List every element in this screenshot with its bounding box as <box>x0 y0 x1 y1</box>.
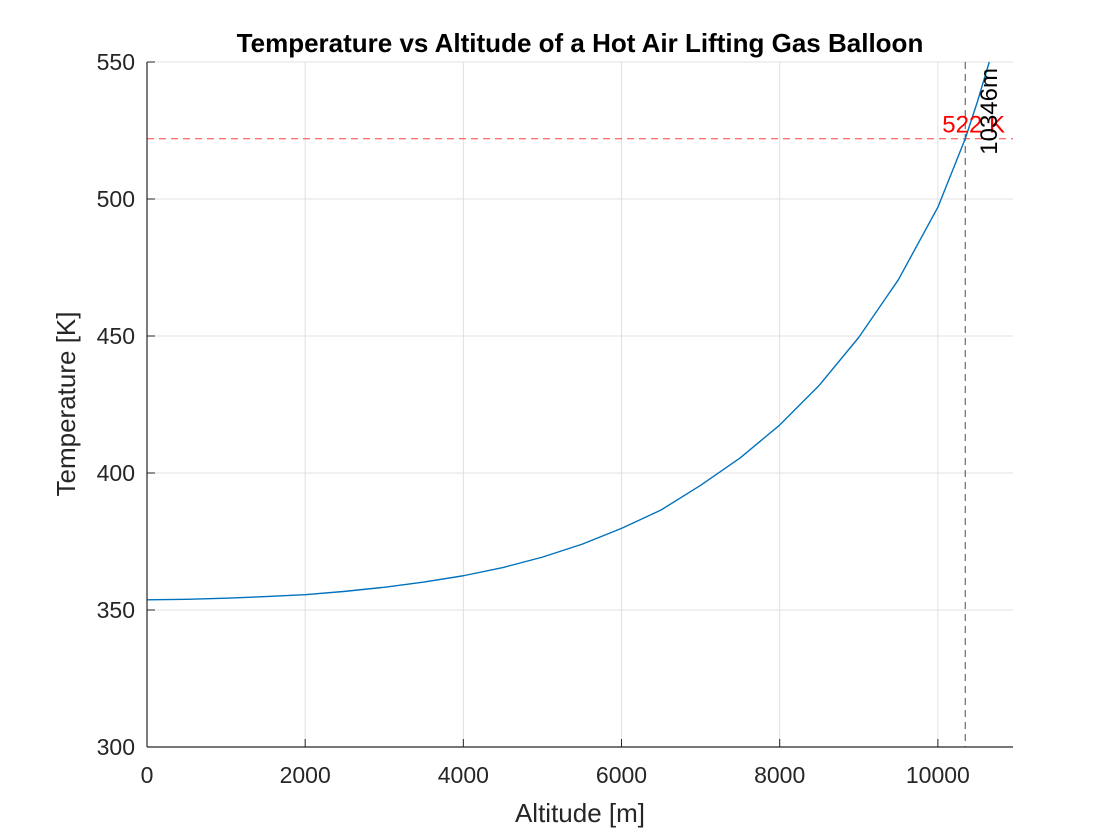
series-layer <box>146 61 990 601</box>
x-tick-label: 0 <box>141 762 154 788</box>
chart-title: Temperature vs Altitude of a Hot Air Lif… <box>237 28 924 58</box>
x-tick-label: 2000 <box>280 762 331 788</box>
tick-labels: 0 2000 4000 6000 8000 10000 300 350 400 450 500 550 <box>97 49 970 788</box>
x-axis-label: Altitude [m] <box>515 798 645 828</box>
y-tick-label: 400 <box>97 460 135 486</box>
y-tick-label: 300 <box>97 734 135 760</box>
plot-area <box>147 62 1013 747</box>
grid <box>146 61 1013 748</box>
y-tick-label: 450 <box>97 323 135 349</box>
x-tick-label: 8000 <box>754 762 805 788</box>
y-axis-label: Temperature [K] <box>51 312 81 497</box>
x-tick-label: 4000 <box>438 762 489 788</box>
threshold-label-altitude: 10346m <box>976 68 1003 155</box>
y-tick-label: 500 <box>97 186 135 212</box>
y-tick-label: 550 <box>97 49 135 75</box>
x-tick-label: 6000 <box>596 762 647 788</box>
annotation-lines <box>147 62 1013 747</box>
series-line <box>146 61 990 601</box>
y-tick-label: 350 <box>97 597 135 623</box>
threshold-label-temperature: 522 K <box>942 112 1005 139</box>
x-tick-label: 10000 <box>906 762 970 788</box>
axes <box>146 61 1013 748</box>
